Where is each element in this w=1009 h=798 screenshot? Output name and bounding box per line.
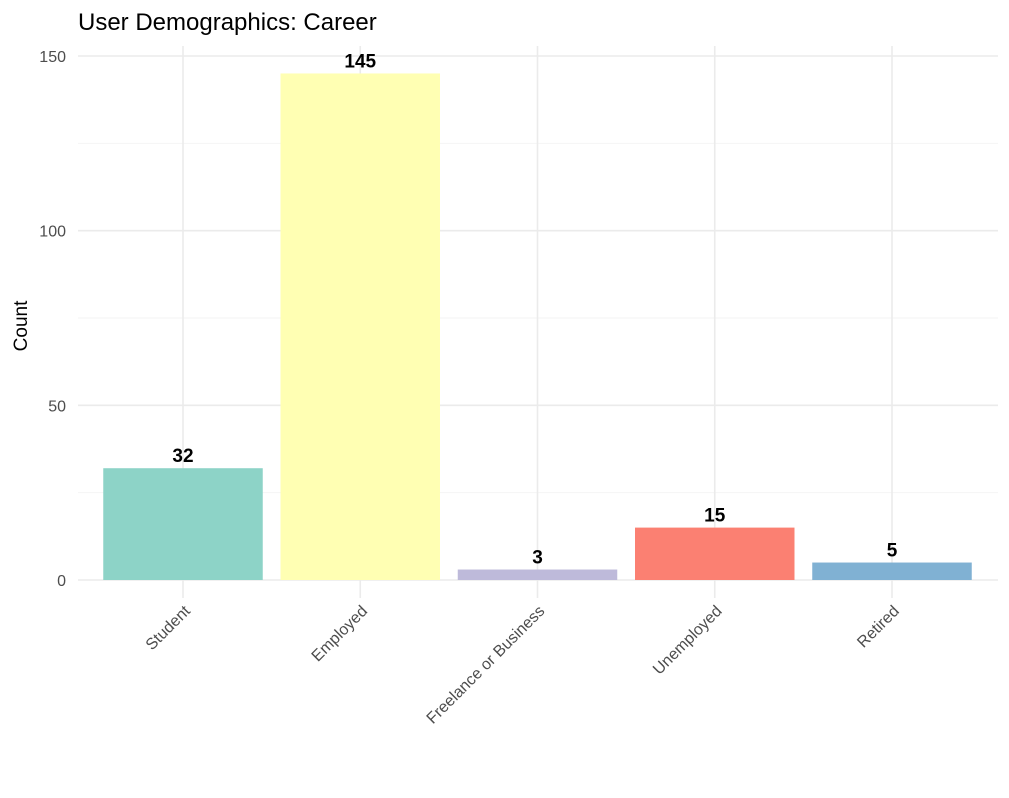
data-label: 32 xyxy=(172,446,193,467)
y-axis-ticks: 0 50 100 150 xyxy=(39,49,66,590)
data-label: 5 xyxy=(887,541,898,562)
x-tick-label: Retired xyxy=(854,603,902,651)
bar xyxy=(103,468,263,580)
bar xyxy=(280,73,440,580)
bar xyxy=(457,569,618,580)
x-tick-label: Freelance or Business xyxy=(424,603,549,728)
bars xyxy=(103,73,972,580)
y-tick-label: 50 xyxy=(48,398,66,415)
data-label: 145 xyxy=(344,51,376,72)
y-tick-label: 100 xyxy=(39,224,66,241)
x-tick-label: Unemployed xyxy=(650,603,726,679)
y-tick-label: 0 xyxy=(57,573,66,590)
data-labels: 32 145 3 15 5 xyxy=(172,51,897,568)
y-tick-label: 150 xyxy=(39,49,66,66)
data-label: 15 xyxy=(704,506,726,527)
x-axis-ticks: Student Employed Freelance or Business Unem… xyxy=(143,602,903,727)
bar xyxy=(812,562,972,580)
x-tick-label: Student xyxy=(143,602,194,653)
chart-title: User Demographics: Career xyxy=(78,9,377,36)
data-label: 3 xyxy=(532,548,543,569)
bar xyxy=(635,527,795,580)
y-axis-title: Count xyxy=(11,300,32,351)
x-tick-label: Employed xyxy=(309,603,371,665)
